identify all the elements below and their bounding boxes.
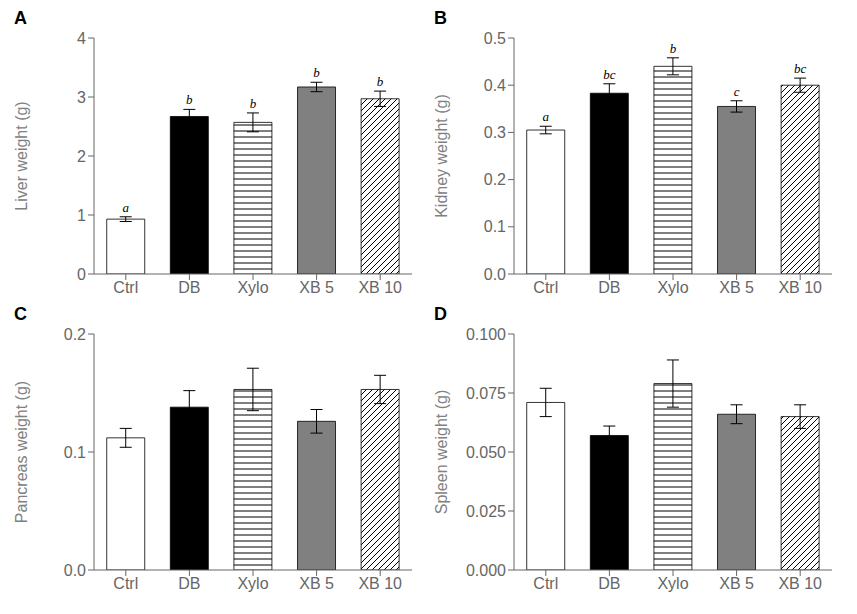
- svg-text:Xylo: Xylo: [237, 575, 268, 592]
- svg-text:Pancreas weight (g): Pancreas weight (g): [13, 381, 30, 523]
- svg-text:Spleen weight (g): Spleen weight (g): [433, 390, 450, 515]
- svg-text:bc: bc: [603, 67, 616, 82]
- html-text:C: C: [14, 304, 27, 324]
- svg-text:b: b: [186, 92, 193, 107]
- svg-text:DB: DB: [598, 279, 620, 296]
- svg-text:0.1: 0.1: [484, 218, 506, 235]
- html-text:A: A: [14, 8, 27, 28]
- svg-text:0.050: 0.050: [466, 444, 506, 461]
- svg-text:0.0: 0.0: [64, 562, 86, 579]
- svg-text:Ctrl: Ctrl: [533, 279, 558, 296]
- svg-text:4: 4: [77, 30, 86, 47]
- svg-text:b: b: [377, 74, 384, 89]
- svg-text:bc: bc: [794, 61, 807, 76]
- svg-text:XB 5: XB 5: [299, 575, 334, 592]
- svg-text:Liver weight (g): Liver weight (g): [13, 101, 30, 210]
- svg-text:0.025: 0.025: [466, 503, 506, 520]
- svg-text:b: b: [670, 41, 677, 56]
- svg-text:0.000: 0.000: [466, 562, 506, 579]
- svg-text:0.075: 0.075: [466, 385, 506, 402]
- svg-text:0.5: 0.5: [484, 30, 506, 47]
- svg-text:XB 10: XB 10: [778, 279, 822, 296]
- svg-text:3: 3: [77, 89, 86, 106]
- svg-text:DB: DB: [598, 575, 620, 592]
- svg-text:DB: DB: [178, 575, 200, 592]
- svg-text:b: b: [250, 96, 257, 111]
- html-text:B: B: [434, 8, 447, 28]
- svg-text:Xylo: Xylo: [657, 279, 688, 296]
- svg-text:XB 10: XB 10: [358, 279, 402, 296]
- svg-text:0.2: 0.2: [64, 326, 86, 343]
- svg-text:Xylo: Xylo: [657, 575, 688, 592]
- svg-text:Ctrl: Ctrl: [113, 575, 138, 592]
- svg-text:a: a: [122, 200, 129, 215]
- svg-text:DB: DB: [178, 279, 200, 296]
- svg-text:0.4: 0.4: [484, 77, 506, 94]
- svg-text:XB 10: XB 10: [778, 575, 822, 592]
- svg-text:0.0: 0.0: [484, 266, 506, 283]
- svg-text:1: 1: [77, 207, 86, 224]
- svg-text:Kidney weight (g): Kidney weight (g): [433, 94, 450, 218]
- svg-text:XB 5: XB 5: [299, 279, 334, 296]
- svg-text:2: 2: [77, 148, 86, 165]
- svg-text:Ctrl: Ctrl: [533, 575, 558, 592]
- svg-text:0.1: 0.1: [64, 444, 86, 461]
- svg-text:b: b: [313, 65, 320, 80]
- svg-text:XB 10: XB 10: [358, 575, 402, 592]
- svg-text:c: c: [734, 84, 740, 99]
- svg-text:Xylo: Xylo: [237, 279, 268, 296]
- svg-text:0.3: 0.3: [484, 124, 506, 141]
- svg-text:0.100: 0.100: [466, 326, 506, 343]
- svg-text:XB 5: XB 5: [719, 575, 754, 592]
- html-text:D: D: [434, 304, 447, 324]
- svg-text:0: 0: [77, 266, 86, 283]
- svg-text:0.2: 0.2: [484, 171, 506, 188]
- svg-text:XB 5: XB 5: [719, 279, 754, 296]
- svg-text:Ctrl: Ctrl: [113, 279, 138, 296]
- svg-text:a: a: [542, 109, 549, 124]
